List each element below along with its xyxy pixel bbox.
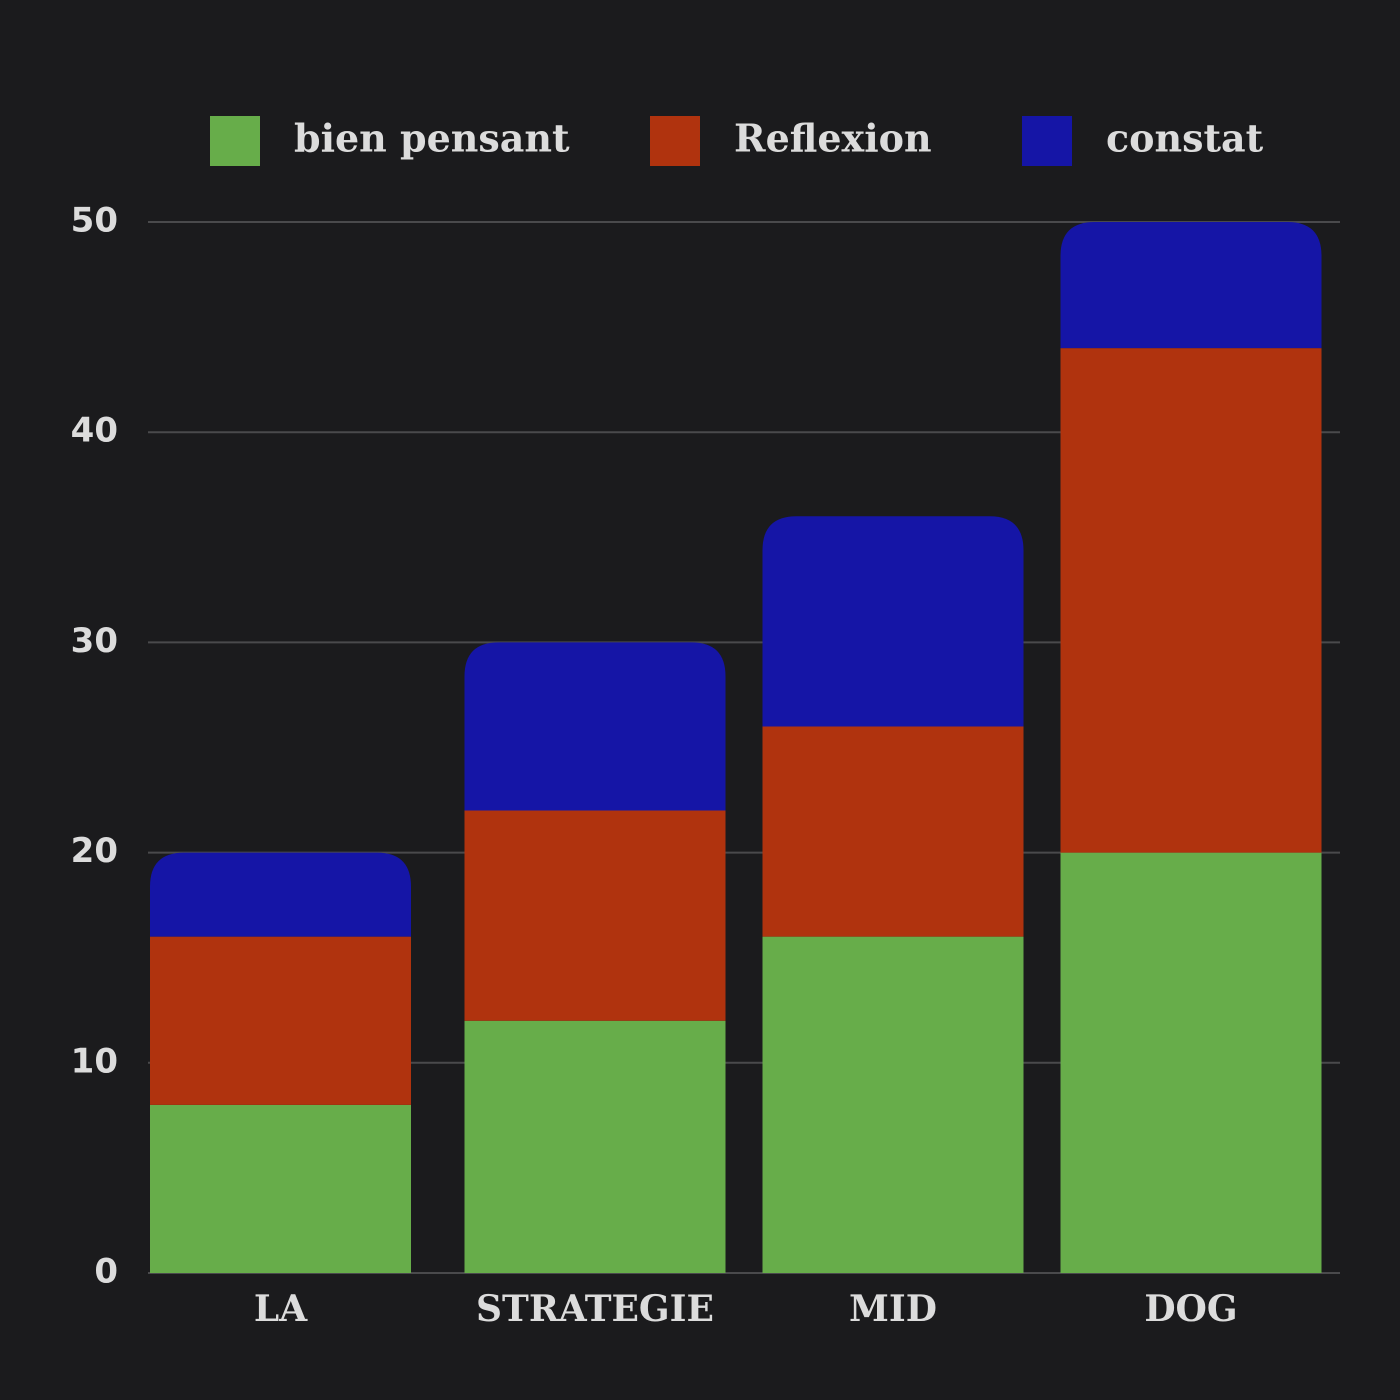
bar-segment [762, 726, 1024, 937]
y-tick-label: 0 [94, 1252, 118, 1292]
y-tick-label: 30 [71, 621, 118, 661]
bar-segment [464, 1020, 726, 1273]
bar-segment [464, 810, 726, 1021]
y-tick-label: 50 [71, 201, 118, 241]
legend-label: Reflexion [734, 116, 932, 161]
bar-segment [762, 516, 1024, 727]
legend-label: bien pensant [294, 116, 570, 161]
x-tick-label: STRATEGIE [476, 1288, 714, 1330]
legend-label: constat [1106, 116, 1264, 161]
x-tick-label: LA [254, 1288, 308, 1330]
bar-segment [150, 936, 411, 1105]
bar-segment [1060, 852, 1322, 1273]
bar-segment [150, 852, 411, 937]
legend-swatch [650, 116, 700, 166]
x-tick-label: DOG [1144, 1288, 1237, 1330]
legend-swatch [210, 116, 260, 166]
bar-segment [762, 936, 1024, 1273]
bar-segment [1060, 222, 1322, 349]
x-tick-label: MID [849, 1288, 937, 1330]
bar-segment [464, 642, 726, 811]
y-tick-label: 20 [71, 831, 118, 871]
y-tick-label: 10 [71, 1041, 118, 1081]
legend-swatch [1022, 116, 1072, 166]
bar-segment [1060, 348, 1322, 853]
bar-segment [150, 1104, 411, 1273]
y-tick-label: 40 [71, 411, 118, 451]
